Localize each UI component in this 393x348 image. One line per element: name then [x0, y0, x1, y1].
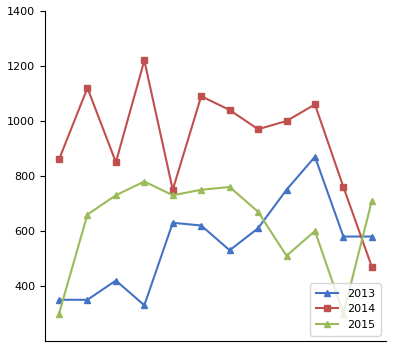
2015 — [199, 188, 204, 192]
2014 — [312, 102, 317, 106]
2013 — [171, 221, 175, 225]
2015 — [284, 254, 289, 258]
2013 — [142, 303, 147, 307]
2015 — [312, 229, 317, 233]
2014 — [114, 160, 118, 164]
2015 — [114, 193, 118, 197]
2014 — [142, 58, 147, 63]
2015 — [142, 180, 147, 184]
2013 — [312, 155, 317, 159]
2014 — [256, 127, 261, 131]
2013 — [256, 226, 261, 230]
2015 — [57, 311, 61, 316]
2013 — [199, 223, 204, 228]
2013 — [227, 248, 232, 252]
2014 — [341, 185, 346, 189]
2015 — [369, 199, 374, 203]
2015 — [85, 212, 90, 216]
Legend: 2013, 2014, 2015: 2013, 2014, 2015 — [310, 283, 380, 335]
2014 — [171, 188, 175, 192]
2013 — [57, 298, 61, 302]
2014 — [199, 94, 204, 98]
2015 — [341, 311, 346, 316]
2013 — [341, 235, 346, 239]
2014 — [85, 86, 90, 90]
Line: 2014: 2014 — [55, 57, 375, 270]
2013 — [369, 235, 374, 239]
2015 — [171, 193, 175, 197]
2013 — [85, 298, 90, 302]
2014 — [284, 119, 289, 123]
2015 — [256, 210, 261, 214]
2014 — [57, 157, 61, 161]
2014 — [369, 265, 374, 269]
2013 — [114, 278, 118, 283]
Line: 2013: 2013 — [55, 153, 375, 309]
Line: 2015: 2015 — [55, 178, 375, 317]
2013 — [284, 188, 289, 192]
2014 — [227, 108, 232, 112]
2015 — [227, 185, 232, 189]
